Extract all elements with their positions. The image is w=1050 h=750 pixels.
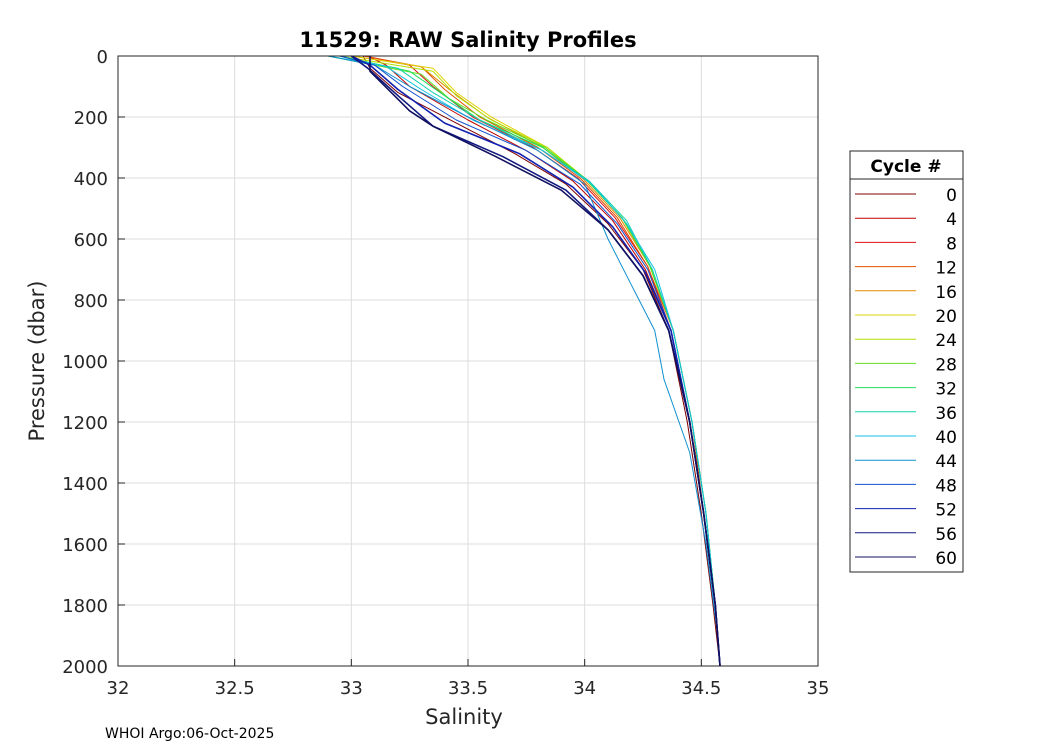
- legend-label-60: 60: [935, 549, 957, 569]
- y-tick-label: 200: [74, 108, 108, 129]
- legend-label-52: 52: [935, 501, 957, 521]
- y-axis-ticks: 0 200 400 600 800 1000 1200 1400 1600 1800 2000: [62, 47, 125, 678]
- legend-label-12: 12: [935, 259, 957, 279]
- x-tick-label: 32: [107, 678, 130, 699]
- legend-title: Cycle #: [870, 157, 941, 177]
- series-line-cycle-40: [339, 55, 721, 667]
- y-tick-label: 400: [74, 169, 108, 190]
- legend-label-16: 16: [935, 283, 957, 303]
- legend-label-4: 4: [946, 210, 957, 230]
- footer-note: WHOI Argo:06-Oct-2025: [105, 726, 275, 742]
- y-tick-label: 1200: [62, 413, 108, 434]
- series-layer: [327, 55, 721, 667]
- y-tick-label: 1800: [62, 596, 108, 617]
- legend-label-8: 8: [946, 234, 957, 254]
- legend-box: [849, 150, 964, 573]
- legend-label-32: 32: [935, 380, 957, 400]
- y-tick-label: 600: [74, 230, 108, 251]
- y-tick-label: 1000: [62, 352, 108, 373]
- x-axis-ticks: 32 32.5 33 33.5 34 34.5 35: [107, 659, 830, 699]
- series-line-cycle-0: [362, 55, 721, 667]
- legend-label-36: 36: [935, 404, 957, 424]
- x-tick-label: 32.5: [215, 678, 255, 699]
- series-line-cycle-60: [369, 56, 721, 667]
- legend-label-56: 56: [935, 525, 957, 545]
- legend-label-24: 24: [935, 331, 957, 351]
- x-tick-label: 33.5: [448, 678, 488, 699]
- chart-title: 11529: RAW Salinity Profiles: [299, 28, 636, 52]
- x-tick-label: 34: [573, 678, 596, 699]
- legend-label-40: 40: [935, 428, 957, 448]
- x-tick-label: 35: [807, 678, 830, 699]
- x-tick-label: 33: [340, 678, 363, 699]
- y-tick-label: 0: [97, 47, 108, 68]
- x-axis-label: Salinity: [425, 705, 503, 729]
- y-tick-label: 1600: [62, 535, 108, 556]
- legend-label-28: 28: [935, 355, 957, 375]
- x-tick-label: 34.5: [681, 678, 721, 699]
- y-tick-label: 2000: [62, 657, 108, 678]
- series-line-cycle-44: [327, 55, 721, 667]
- y-tick-label: 800: [74, 291, 108, 312]
- legend-label-44: 44: [935, 452, 957, 472]
- legend-label-0: 0: [946, 186, 957, 206]
- legend-label-48: 48: [935, 476, 957, 496]
- y-tick-label: 1400: [62, 474, 108, 495]
- grid: [117, 55, 819, 667]
- legend-label-20: 20: [935, 307, 957, 327]
- y-axis-label: Pressure (dbar): [25, 281, 49, 442]
